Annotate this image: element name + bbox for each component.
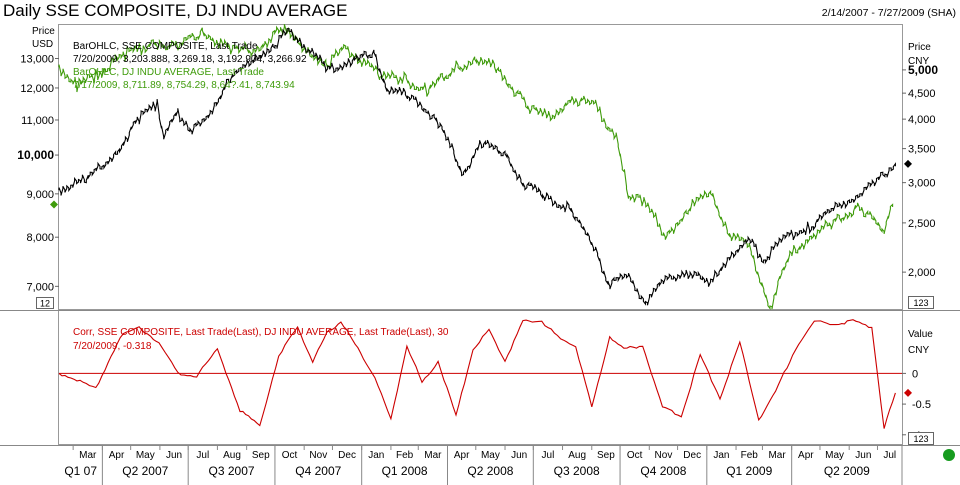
corr-axis-title-1: Value [908, 329, 933, 340]
month-label: Aug [223, 450, 241, 461]
month-label: Nov [309, 450, 327, 461]
quarter-label: Q3 2007 [209, 464, 255, 478]
month-label: Oct [282, 450, 298, 461]
corr-last-marker [904, 388, 912, 397]
date-range: 2/14/2007 - 7/27/2009 (SHA) [822, 7, 956, 19]
month-label: Oct [627, 450, 643, 461]
month-label: Mar [79, 450, 97, 461]
month-label: Jul [883, 450, 896, 461]
left-tick-label: 12,000 [20, 83, 54, 95]
right-tick-label: 2,000 [908, 267, 936, 279]
month-label: Feb [741, 450, 759, 461]
left-tick-label: 9,000 [26, 189, 54, 201]
left-tick-label: 13,000 [20, 53, 54, 65]
quarter-label: Q4 2007 [295, 464, 341, 478]
left-tick-label: 8,000 [26, 232, 54, 244]
month-label: Nov [655, 450, 673, 461]
time-axis: Mar Apr May Jun Jul Aug Sep Oct Nov Dec Jan Feb Mar A… [64, 445, 903, 485]
legend-djia-line2: 7/17/2009, 8,711.89, 8,754.29, 8,64?.41,… [73, 80, 295, 91]
right-tick-label: 5,000 [908, 63, 938, 77]
quarter-label: Q3 2008 [554, 464, 600, 478]
month-label: Jul [196, 450, 209, 461]
month-label: Feb [396, 450, 414, 461]
quarter-label: Q1 2009 [726, 464, 772, 478]
corr-axis-title-2: CNY [908, 345, 929, 356]
month-label: May [136, 450, 155, 461]
quarter-label: Q2 2007 [122, 464, 168, 478]
right-tick-label: 3,500 [908, 144, 936, 156]
right-tick-label: 3,000 [908, 178, 936, 190]
left-tick-label: 10,000 [17, 148, 54, 162]
legend-sse-line2: 7/20/2009, 3,203.888, 3,269.18, 3,192.90… [73, 54, 307, 65]
status-dot-icon[interactable] [943, 449, 955, 461]
quarter-label: Q2 2008 [467, 464, 513, 478]
corr-series[interactable] [58, 319, 896, 429]
right-scale-box-label: 123 [913, 298, 928, 308]
corr-tick-label: 0 [912, 368, 918, 380]
left-axis-ticks: 7,000 8,000 9,000 10,000 11,000 12,000 13,000 [17, 53, 59, 293]
month-label: Jun [855, 450, 871, 461]
month-label: Aug [568, 450, 586, 461]
month-label: Jun [166, 450, 182, 461]
djia-last-marker [50, 200, 58, 209]
corr-axis-ticks: 0-0.5-1 [902, 368, 931, 442]
month-label: Jan [368, 450, 384, 461]
corr-tick-label: -0.5 [912, 399, 931, 411]
corr-scale-box[interactable] [908, 432, 934, 445]
right-scale-box[interactable] [908, 296, 934, 309]
month-label: Apr [109, 450, 125, 461]
price-panel-frame [58, 24, 903, 310]
month-label: Sep [597, 450, 615, 461]
right-axis-title-1: Price [908, 42, 931, 53]
month-label: Apr [454, 450, 470, 461]
left-tick-label: 11,000 [21, 115, 54, 127]
corr-scale-box-label: 123 [913, 434, 928, 444]
quarter-label: Q1 07 [64, 464, 97, 478]
right-tick-label: 2,500 [908, 218, 936, 230]
month-label: Mar [768, 450, 786, 461]
legend-djia-line1: BarOHLC, DJ INDU AVERAGE, Last Trade [73, 67, 264, 78]
left-axis-title-1: Price [32, 26, 55, 37]
chart-title: Daily SSE COMPOSITE, DJ INDU AVERAGE [3, 1, 347, 20]
month-label: Dec [338, 450, 356, 461]
djia-series[interactable] [58, 24, 894, 311]
quarter-label: Q1 2008 [382, 464, 428, 478]
month-label: Jun [511, 450, 527, 461]
month-label: Jul [542, 450, 555, 461]
left-tick-label: 7,000 [26, 281, 54, 293]
left-scale-box-label: 12 [40, 299, 50, 309]
sse-last-marker [904, 159, 912, 168]
quarter-label: Q2 2009 [824, 464, 870, 478]
month-label: Mar [424, 450, 442, 461]
month-label: Dec [683, 450, 701, 461]
corr-title-line1: Corr, SSE COMPOSITE, Last Trade(Last), D… [73, 327, 449, 338]
month-label: May [481, 450, 500, 461]
month-label: May [825, 450, 844, 461]
right-axis-ticks: 2,000 2,500 3,000 3,500 4,000 4,500 5,000 [902, 63, 938, 279]
quarter-label: Q4 2008 [640, 464, 686, 478]
sse-series[interactable] [58, 28, 896, 306]
month-label: Sep [252, 450, 270, 461]
right-tick-label: 4,000 [908, 114, 936, 126]
left-scale-box[interactable] [36, 297, 54, 309]
legend-sse-line1: BarOHLC, SSE COMPOSITE, Last Trade [73, 41, 258, 52]
right-axis-title-2: CNY [908, 56, 929, 67]
month-label: Apr [798, 450, 814, 461]
right-tick-label: 4,500 [908, 88, 936, 100]
month-label: Jan [713, 450, 729, 461]
left-axis-title-2: USD [32, 39, 53, 50]
corr-title-line2: 7/20/2009, -0.318 [73, 341, 152, 352]
